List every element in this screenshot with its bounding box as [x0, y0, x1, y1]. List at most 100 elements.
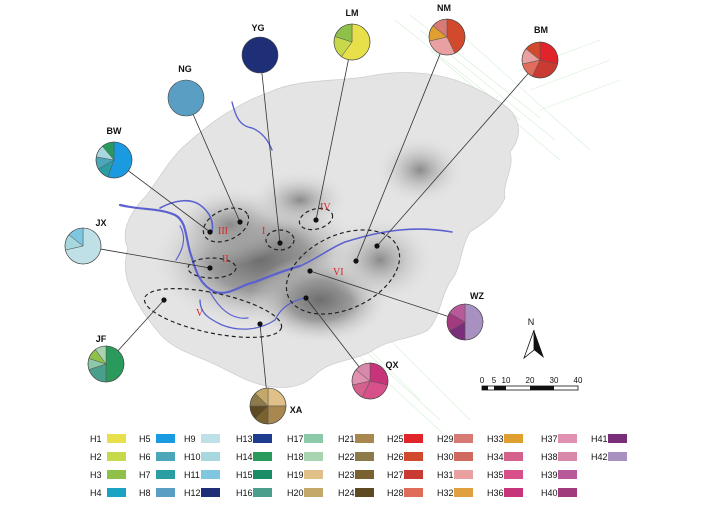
legend-item-h38: H38: [541, 452, 577, 462]
legend-swatch: [156, 452, 175, 461]
legend-label: H38: [541, 452, 558, 462]
legend-item-h27: H27: [387, 470, 423, 480]
legend-item-h36: H36: [487, 488, 523, 498]
legend-swatch: [504, 452, 523, 461]
legend-label: H26: [387, 452, 404, 462]
legend-item-h21: H21: [338, 434, 374, 444]
legend-item-h5: H5: [139, 434, 175, 444]
leader-line-qx: [305, 297, 360, 367]
site-point-wz: [307, 268, 313, 274]
legend-item-h23: H23: [338, 470, 374, 480]
legend-item-h10: H10: [184, 452, 220, 462]
legend-item-h28: H28: [387, 488, 423, 498]
region-label-IV: IV: [320, 202, 331, 213]
north-arrow: N: [523, 317, 544, 360]
legend-label: H23: [338, 470, 355, 480]
legend-swatch: [404, 452, 423, 461]
site-label-nm: NM: [437, 3, 451, 13]
legend-item-h42: H42: [591, 452, 627, 462]
legend-swatch: [355, 434, 374, 443]
legend-swatch: [253, 470, 272, 479]
legend-swatch: [558, 452, 577, 461]
legend-label: H5: [139, 434, 151, 444]
scale-label: 10: [502, 376, 511, 385]
legend-label: H18: [287, 452, 304, 462]
legend-swatch: [355, 470, 374, 479]
site-point-jf: [161, 297, 167, 303]
legend-label: H14: [236, 452, 253, 462]
legend-swatch: [107, 488, 126, 497]
region-I-outline: [265, 229, 295, 251]
haplotype-legend: H1 H2 H3 H4 H5 H6 H7 H8 H9 H10 H11 H12 H13 H14 H15 H16 H…: [90, 434, 627, 498]
legend-label: H2: [90, 452, 102, 462]
legend-swatch: [304, 434, 323, 443]
pie-jf: [87, 345, 125, 383]
legend-item-h34: H34: [487, 452, 523, 462]
legend-swatch: [201, 488, 220, 497]
legend-label: H15: [236, 470, 253, 480]
region-labels: I II III IV V VI: [196, 202, 344, 319]
legend-item-h8: H8: [139, 488, 175, 498]
pie-ng: [167, 79, 205, 117]
legend-item-h4: H4: [90, 488, 126, 498]
legend-swatch: [558, 470, 577, 479]
legend-label: H1: [90, 434, 102, 444]
pie-lm: [333, 23, 371, 61]
pie-nm: [428, 18, 466, 56]
legend-item-h15: H15: [236, 470, 272, 480]
legend-item-h17: H17: [287, 434, 323, 444]
site-point-nm: [353, 258, 359, 264]
pie-bw: [95, 141, 133, 179]
region-label-III: III: [218, 226, 228, 237]
legend-label: H13: [236, 434, 253, 444]
pie-slice-h8: [167, 79, 205, 117]
legend-label: H28: [387, 488, 404, 498]
legend-swatch: [504, 470, 523, 479]
scale-bar: 0 5 10 20 30 40: [480, 376, 583, 391]
legend-label: H16: [236, 488, 253, 498]
legend-item-h25: H25: [387, 434, 423, 444]
pie-qx: [351, 362, 389, 400]
site-label-yg: YG: [251, 23, 264, 33]
legend-swatch: [156, 470, 175, 479]
legend-label: H12: [184, 488, 201, 498]
region-outlines: [143, 207, 401, 338]
site-label-bw: BW: [107, 126, 122, 136]
pie-wz: [446, 303, 484, 341]
legend-swatch: [558, 488, 577, 497]
legend-swatch: [404, 434, 423, 443]
pie-xa: [249, 387, 287, 425]
legend-swatch: [156, 434, 175, 443]
legend-label: H31: [437, 470, 454, 480]
region-label-V: V: [196, 308, 204, 319]
legend-item-h41: H41: [591, 434, 627, 444]
legend-item-h35: H35: [487, 470, 523, 480]
legend-item-h7: H7: [139, 470, 175, 480]
legend-item-h13: H13: [236, 434, 272, 444]
legend-label: H24: [338, 488, 355, 498]
region-label-I: I: [262, 226, 265, 237]
leader-line-yg: [261, 72, 281, 244]
site-label-jf: JF: [96, 334, 107, 344]
legend-item-h11: H11: [184, 470, 220, 480]
legend-item-h33: H33: [487, 434, 523, 444]
site-point-jx: [207, 265, 213, 271]
legend-item-h32: H32: [437, 488, 473, 498]
pie-bm: [521, 41, 559, 79]
legend-label: H36: [487, 488, 504, 498]
north-arrow-label: N: [528, 317, 535, 327]
pie-charts: YG LM NM BM NG BW JX JF XA QX WZ: [64, 3, 559, 425]
site-point-qx: [303, 295, 309, 301]
legend-swatch: [404, 488, 423, 497]
north-arrow-icon: [534, 330, 544, 358]
scale-label: 0: [480, 376, 485, 385]
legend-label: H25: [387, 434, 404, 444]
site-point-bw: [207, 229, 213, 235]
region-III-outline: [202, 207, 250, 243]
leader-lines: [100, 53, 529, 389]
pie-jx: [64, 227, 102, 265]
legend-label: H17: [287, 434, 304, 444]
scale-label: 20: [526, 376, 535, 385]
legend-label: H30: [437, 452, 454, 462]
legend-label: H10: [184, 452, 201, 462]
